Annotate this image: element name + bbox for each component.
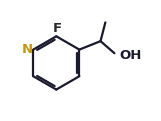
Text: N: N [22, 43, 33, 56]
Text: OH: OH [119, 49, 141, 62]
Text: F: F [53, 22, 62, 35]
